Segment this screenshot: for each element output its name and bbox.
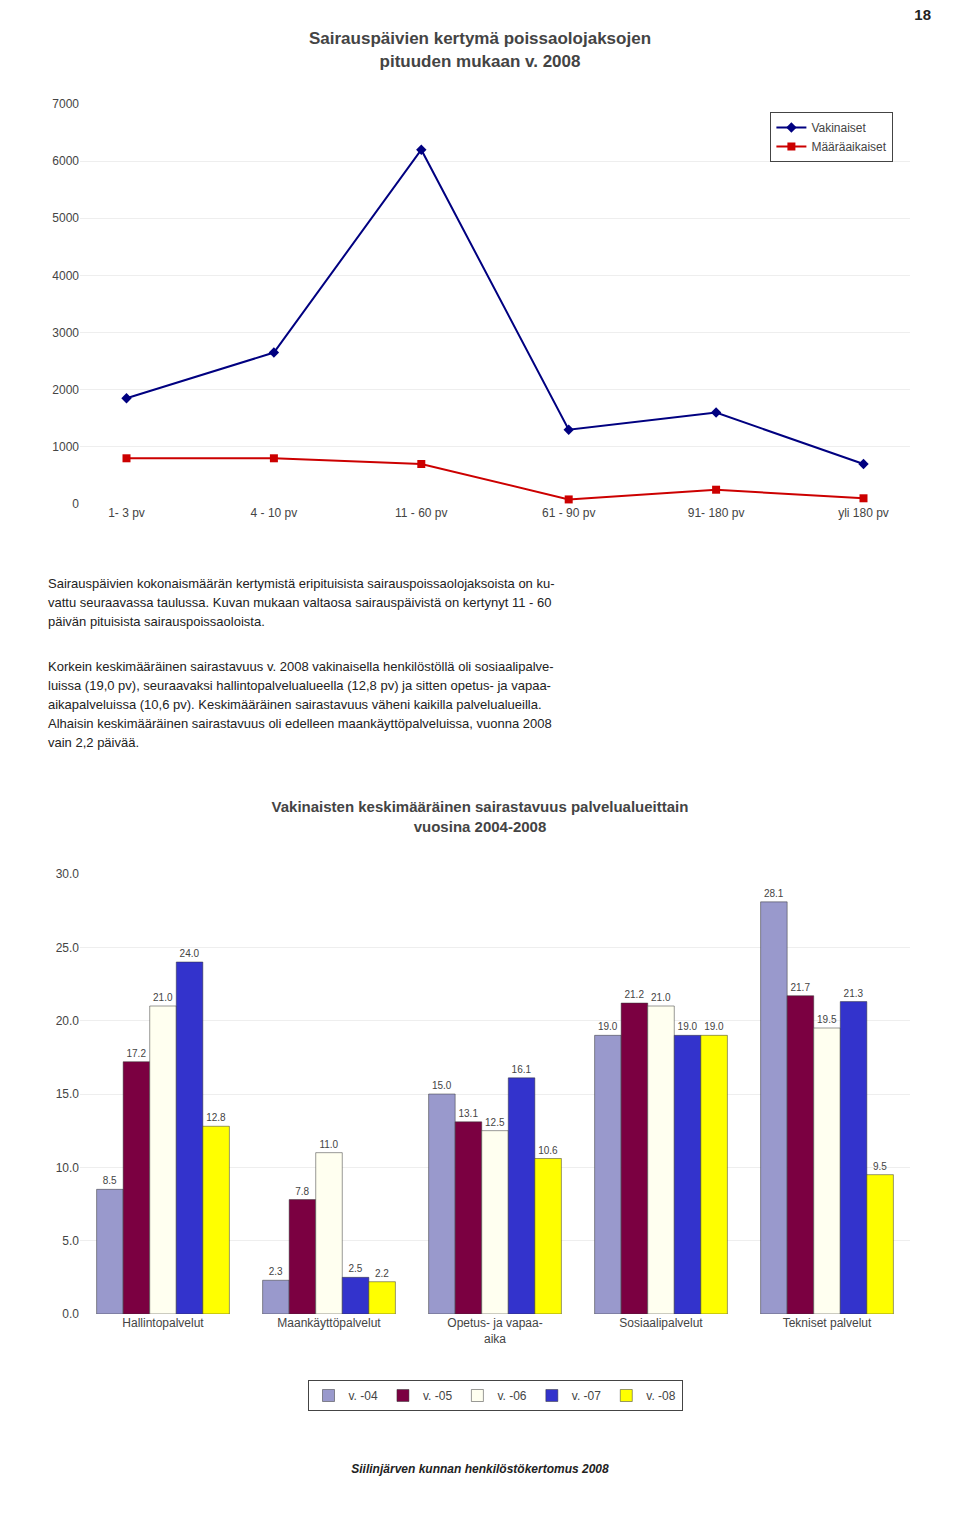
html-text:Korkein keskimääräinen sairast: Korkein keskimääräinen sairastavuus v. 2… bbox=[48, 659, 554, 674]
svg-text:Maankäyttöpalvelut: Maankäyttöpalvelut bbox=[277, 1316, 381, 1330]
svg-text:1000: 1000 bbox=[52, 440, 79, 454]
svg-text:21.2: 21.2 bbox=[624, 989, 644, 1000]
svg-text:11 - 60 pv: 11 - 60 pv bbox=[395, 506, 447, 520]
svg-text:91- 180 pv: 91- 180 pv bbox=[688, 506, 745, 520]
html-text:18: 18 bbox=[914, 6, 931, 23]
html-text:Alhaisin keskimääräinen sairas: Alhaisin keskimääräinen sairastavuus oli… bbox=[48, 716, 552, 731]
svg-text:3000: 3000 bbox=[52, 326, 79, 340]
svg-text:2.5: 2.5 bbox=[348, 1263, 362, 1274]
svg-text:25.0: 25.0 bbox=[56, 941, 80, 955]
svg-text:10.0: 10.0 bbox=[56, 1161, 80, 1175]
svg-text:9.5: 9.5 bbox=[873, 1161, 887, 1172]
html-text:Siilinjärven kunnan henkilöstö: Siilinjärven kunnan henkilöstökertomus 2… bbox=[351, 1462, 609, 1476]
svg-text:16.1: 16.1 bbox=[512, 1064, 532, 1075]
svg-text:0: 0 bbox=[72, 497, 79, 511]
svg-text:20.0: 20.0 bbox=[56, 1014, 80, 1028]
svg-text:Määräaikaiset: Määräaikaiset bbox=[811, 140, 886, 154]
html-text:Sairauspäivien kokonaismäärän: Sairauspäivien kokonaismäärän kertymistä… bbox=[48, 576, 555, 591]
svg-text:Hallintopalvelut: Hallintopalvelut bbox=[122, 1316, 204, 1330]
svg-text:7.8: 7.8 bbox=[295, 1186, 309, 1197]
svg-text:Vakinaiset: Vakinaiset bbox=[811, 121, 866, 135]
svg-text:v. -05: v. -05 bbox=[423, 1389, 452, 1403]
svg-text:Sairauspäivien kertymä poissao: Sairauspäivien kertymä poissaolojaksojen… bbox=[309, 29, 651, 70]
html-text:päivän pituisista sairauspoiss: päivän pituisista sairauspoissaoloista. bbox=[48, 614, 265, 629]
svg-text:30.0: 30.0 bbox=[56, 867, 80, 881]
svg-text:2.3: 2.3 bbox=[269, 1266, 283, 1277]
svg-text:10.6: 10.6 bbox=[538, 1145, 558, 1156]
svg-text:19.0: 19.0 bbox=[704, 1021, 724, 1032]
svg-text:11.0: 11.0 bbox=[319, 1139, 338, 1150]
svg-text:Sosiaalipalvelut: Sosiaalipalvelut bbox=[619, 1316, 703, 1330]
svg-text:0.0: 0.0 bbox=[62, 1307, 79, 1321]
svg-text:1- 3 pv: 1- 3 pv bbox=[108, 506, 145, 520]
svg-text:17.2: 17.2 bbox=[126, 1048, 146, 1059]
svg-text:Tekniset palvelut: Tekniset palvelut bbox=[783, 1316, 872, 1330]
svg-text:8.5: 8.5 bbox=[103, 1175, 117, 1186]
html-text:vain 2,2 päivää.: vain 2,2 päivää. bbox=[48, 735, 140, 750]
html-text:vattu seuraavassa taulussa. Ku: vattu seuraavassa taulussa. Kuvan mukaan… bbox=[48, 595, 552, 610]
svg-text:v. -08: v. -08 bbox=[646, 1389, 675, 1403]
svg-text:7000: 7000 bbox=[52, 97, 79, 111]
svg-text:12.5: 12.5 bbox=[485, 1117, 505, 1128]
svg-text:19.0: 19.0 bbox=[598, 1021, 618, 1032]
svg-text:12.8: 12.8 bbox=[206, 1112, 226, 1123]
svg-text:21.0: 21.0 bbox=[651, 992, 671, 1003]
svg-text:21.7: 21.7 bbox=[790, 982, 810, 993]
svg-text:15.0: 15.0 bbox=[56, 1087, 80, 1101]
svg-text:15.0: 15.0 bbox=[432, 1080, 452, 1091]
svg-text:24.0: 24.0 bbox=[180, 948, 200, 959]
svg-text:6000: 6000 bbox=[52, 154, 79, 168]
svg-text:yli 180 pv: yli 180 pv bbox=[838, 506, 889, 520]
svg-text:4 - 10 pv: 4 - 10 pv bbox=[251, 506, 298, 520]
svg-text:21.0: 21.0 bbox=[153, 992, 173, 1003]
svg-text:Vakinaisten keskimääräinen sai: Vakinaisten keskimääräinen sairastavuus … bbox=[272, 798, 689, 835]
svg-text:2000: 2000 bbox=[52, 383, 79, 397]
svg-text:2.2: 2.2 bbox=[375, 1268, 389, 1279]
svg-text:61 - 90 pv: 61 - 90 pv bbox=[542, 506, 595, 520]
svg-text:v. -06: v. -06 bbox=[497, 1389, 526, 1403]
html-text:aikapalveluissa (10,6 pv). Kes: aikapalveluissa (10,6 pv). Keskimääräine… bbox=[48, 697, 542, 712]
svg-text:v. -07: v. -07 bbox=[572, 1389, 601, 1403]
html-text:luissa (19,0 pv), seuraavaksi: luissa (19,0 pv), seuraavaksi hallintopa… bbox=[48, 678, 551, 693]
svg-text:19.5: 19.5 bbox=[817, 1014, 837, 1025]
svg-text:5000: 5000 bbox=[52, 211, 79, 225]
svg-text:Opetus- ja vapaa-aika: Opetus- ja vapaa-aika bbox=[447, 1316, 542, 1346]
svg-text:13.1: 13.1 bbox=[458, 1108, 478, 1119]
svg-text:5.0: 5.0 bbox=[62, 1234, 79, 1248]
svg-text:28.1: 28.1 bbox=[764, 888, 784, 899]
svg-text:21.3: 21.3 bbox=[844, 988, 864, 999]
svg-text:v. -04: v. -04 bbox=[349, 1389, 378, 1403]
svg-text:4000: 4000 bbox=[52, 269, 79, 283]
svg-text:19.0: 19.0 bbox=[678, 1021, 698, 1032]
